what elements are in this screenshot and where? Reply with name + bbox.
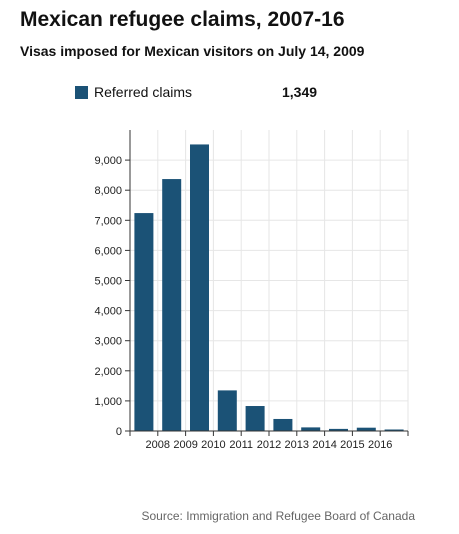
legend-value: 1,349 <box>282 84 318 100</box>
bar-2015 <box>356 427 376 431</box>
bar-2014 <box>329 428 348 431</box>
y-tick-label: 5,000 <box>94 276 122 288</box>
bar-2009 <box>190 144 209 431</box>
source-note: Source: Immigration and Refugee Board of… <box>141 509 416 523</box>
bar-2012 <box>273 418 293 431</box>
y-tick-label: 3,000 <box>94 336 122 348</box>
x-tick-label: 2014 <box>312 439 336 451</box>
legend[interactable]: Referred claims 1,349 <box>75 84 317 100</box>
x-tick-label: 2012 <box>257 439 281 451</box>
y-tick-label: 9,000 <box>94 155 122 167</box>
x-tick-label: 2010 <box>201 439 225 451</box>
legend-label: Referred claims <box>94 84 193 100</box>
x-tick-label: 2016 <box>368 439 392 451</box>
bar-2011 <box>245 406 265 431</box>
y-tick-label: 7,000 <box>94 215 122 227</box>
x-tick-label: 2008 <box>146 439 170 451</box>
chart-title: Mexican refugee claims, 2007-16 <box>20 8 345 31</box>
bar-2010 <box>217 390 237 431</box>
x-tick-label: 2009 <box>173 439 197 451</box>
bar-2016 <box>384 429 404 431</box>
chart-subtitle: Visas imposed for Mexican visitors on Ju… <box>20 43 365 59</box>
bar-2013 <box>301 427 321 431</box>
y-tick-label: 0 <box>116 426 122 438</box>
y-tick-label: 1,000 <box>94 396 122 408</box>
y-tick-label: 2,000 <box>94 366 122 378</box>
y-tick-label: 8,000 <box>94 185 122 197</box>
legend-swatch <box>75 85 88 99</box>
y-tick-label: 4,000 <box>94 306 122 318</box>
x-tick-label: 2011 <box>229 439 253 451</box>
bar-2007 <box>134 213 154 431</box>
y-tick-label: 6,000 <box>94 245 122 257</box>
x-tick-label: 2015 <box>340 439 364 451</box>
bar-2008 <box>162 179 182 431</box>
x-tick-label: 2013 <box>285 439 309 451</box>
